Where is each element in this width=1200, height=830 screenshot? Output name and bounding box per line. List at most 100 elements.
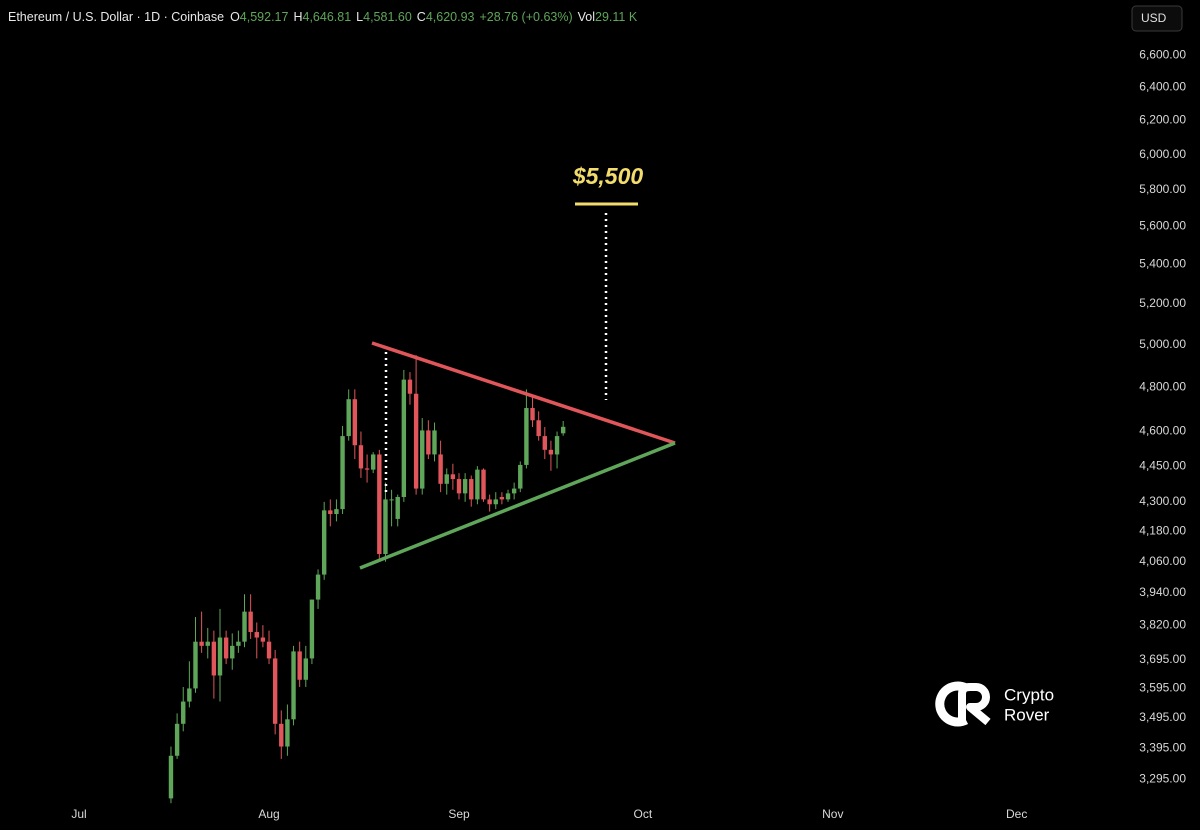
volume-value: 29.11 K xyxy=(595,10,638,24)
x-tick-label: Oct xyxy=(634,807,653,821)
ohlc-key: H xyxy=(293,10,302,24)
y-tick-label: 6,000.00 xyxy=(1139,147,1186,161)
candle-body xyxy=(499,496,505,500)
x-tick-label: Sep xyxy=(448,807,470,821)
watermark-text: Rover xyxy=(1004,705,1050,724)
candle-body xyxy=(266,641,272,659)
candle-body xyxy=(285,719,290,747)
support-line xyxy=(359,441,676,570)
y-tick-label: 5,800.00 xyxy=(1139,182,1186,196)
candle-body xyxy=(199,641,204,646)
candle-body xyxy=(248,611,253,633)
target-label: $5,500 xyxy=(572,163,644,189)
candle-body xyxy=(518,464,523,489)
ohlc-value: 4,592.17 xyxy=(240,10,289,24)
candle-body xyxy=(242,611,247,642)
y-tick-label: 4,450.00 xyxy=(1139,458,1186,472)
candle-body xyxy=(420,430,425,489)
y-tick-label: 4,060.00 xyxy=(1139,554,1186,568)
candle-body xyxy=(536,420,541,437)
ohlc-value: 4,620.93 xyxy=(426,10,475,24)
y-tick-label: 3,940.00 xyxy=(1139,585,1186,599)
candle-body xyxy=(395,496,400,519)
candle-body xyxy=(358,445,364,469)
candle-body xyxy=(346,399,351,437)
triangle-pattern xyxy=(359,202,676,570)
candle-body xyxy=(469,479,474,500)
candle-body xyxy=(413,393,419,489)
ohlc-key: O xyxy=(230,10,240,24)
watermark-text: Crypto xyxy=(1004,685,1054,704)
watermark: Crypto Rover xyxy=(935,681,1054,727)
candle-body xyxy=(456,479,462,494)
candle-body xyxy=(450,474,456,480)
candle-body xyxy=(352,399,358,446)
candle-body xyxy=(303,658,308,680)
candle-body xyxy=(328,510,333,515)
candle-body xyxy=(542,436,547,450)
candle-body xyxy=(321,510,327,575)
candle-body xyxy=(407,379,413,394)
y-tick-label: 3,295.00 xyxy=(1139,771,1186,785)
candle-body xyxy=(193,641,198,689)
button-frame[interactable] xyxy=(1131,5,1183,32)
watermark-logo xyxy=(935,681,969,727)
candle-body xyxy=(481,469,486,500)
candle-body xyxy=(297,651,302,680)
candle-body xyxy=(487,499,492,505)
x-tick-label: Jul xyxy=(71,807,86,821)
x-tick-label: Aug xyxy=(258,807,279,821)
candle-body xyxy=(291,651,296,720)
candle-body xyxy=(272,658,278,724)
x-tick-label: Nov xyxy=(822,807,843,821)
chart-header: Ethereum / U.S. Dollar · 1D · Coinbase O4… xyxy=(8,10,638,24)
candle-body xyxy=(334,509,339,515)
candle-body xyxy=(260,637,266,642)
candle-body xyxy=(438,454,443,484)
y-tick-label: 6,400.00 xyxy=(1139,80,1186,94)
candle-body xyxy=(548,449,554,455)
resistance-line xyxy=(371,341,676,445)
y-tick-label: 4,800.00 xyxy=(1139,379,1186,393)
candle-body xyxy=(462,479,468,494)
candle-body xyxy=(383,499,388,555)
y-tick-label: 5,400.00 xyxy=(1139,257,1186,271)
y-tick-label: 6,600.00 xyxy=(1139,48,1186,62)
y-tick-label: 4,600.00 xyxy=(1139,424,1186,438)
candle-body xyxy=(205,641,210,646)
candle-body xyxy=(475,469,480,500)
candle-body xyxy=(174,723,180,756)
candle-body xyxy=(364,468,370,470)
ohlc-value: 4,646.81 xyxy=(303,10,352,24)
button-label[interactable]: USD xyxy=(1141,11,1167,25)
candle-body xyxy=(560,426,566,434)
candle-body xyxy=(426,430,431,455)
y-tick-label: 3,395.00 xyxy=(1139,740,1186,754)
candle-body xyxy=(401,379,407,497)
candle-body xyxy=(530,408,535,421)
candle-body xyxy=(168,755,174,799)
candle-body xyxy=(493,499,498,505)
candle-body xyxy=(524,408,529,465)
candle-body xyxy=(279,723,284,747)
candle-body xyxy=(315,574,321,600)
ohlc-key: C xyxy=(417,10,426,24)
change: +28.76 (+0.63%) xyxy=(480,10,573,24)
candle-body xyxy=(309,599,315,659)
candle-body xyxy=(432,430,437,455)
candle-body xyxy=(181,701,186,724)
y-tick-label: 5,600.00 xyxy=(1139,219,1186,233)
candle-body xyxy=(254,632,259,638)
candle-body xyxy=(236,641,241,646)
candle-body xyxy=(377,454,382,555)
candle-body xyxy=(554,436,560,455)
candle-body xyxy=(389,499,394,501)
plot: 6,600.00 6,400.00 6,200.00 6,000.00 5,800.00… xyxy=(71,48,1186,822)
currency-button[interactable]: USD xyxy=(1131,5,1183,32)
y-tick-label: 5,000.00 xyxy=(1139,337,1186,351)
y-tick-label: 6,200.00 xyxy=(1139,113,1186,127)
x-tick-label: Dec xyxy=(1006,807,1027,821)
